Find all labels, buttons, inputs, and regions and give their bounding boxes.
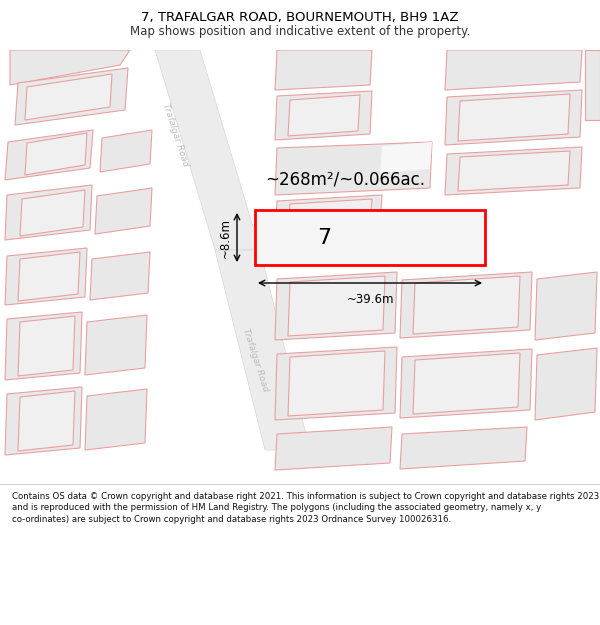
Polygon shape: [288, 199, 372, 228]
Polygon shape: [5, 387, 82, 455]
Text: ~268m²/~0.066ac.: ~268m²/~0.066ac.: [265, 171, 425, 189]
Text: 7, TRAFALGAR ROAD, BOURNEMOUTH, BH9 1AZ: 7, TRAFALGAR ROAD, BOURNEMOUTH, BH9 1AZ: [141, 11, 459, 24]
Polygon shape: [5, 185, 92, 240]
Polygon shape: [95, 188, 152, 234]
Polygon shape: [585, 50, 600, 120]
Polygon shape: [25, 133, 87, 175]
Polygon shape: [445, 90, 582, 145]
Polygon shape: [85, 315, 147, 375]
Polygon shape: [400, 272, 532, 338]
Polygon shape: [85, 389, 147, 450]
Polygon shape: [275, 91, 372, 140]
Text: ~8.6m: ~8.6m: [219, 217, 232, 258]
Polygon shape: [100, 130, 152, 172]
Text: Trafalgar Road: Trafalgar Road: [241, 328, 269, 392]
Polygon shape: [535, 348, 597, 420]
Polygon shape: [445, 147, 582, 195]
Polygon shape: [275, 347, 397, 420]
Bar: [255, 210, 485, 265]
Polygon shape: [18, 252, 80, 301]
Polygon shape: [215, 250, 310, 450]
Polygon shape: [5, 130, 93, 180]
Polygon shape: [275, 272, 397, 340]
Polygon shape: [380, 142, 432, 173]
Text: 7: 7: [317, 228, 331, 248]
Text: ~39.6m: ~39.6m: [346, 293, 394, 306]
Polygon shape: [90, 252, 150, 300]
Polygon shape: [5, 248, 87, 305]
Polygon shape: [275, 50, 372, 90]
Polygon shape: [288, 276, 385, 336]
Polygon shape: [20, 190, 85, 236]
Polygon shape: [458, 151, 570, 191]
Polygon shape: [10, 50, 130, 85]
Text: Map shows position and indicative extent of the property.: Map shows position and indicative extent…: [130, 24, 470, 38]
Polygon shape: [413, 276, 520, 334]
Polygon shape: [400, 349, 532, 418]
Polygon shape: [535, 272, 597, 340]
Polygon shape: [458, 94, 570, 141]
Polygon shape: [288, 351, 385, 416]
Polygon shape: [5, 312, 82, 380]
Polygon shape: [413, 353, 520, 414]
Polygon shape: [275, 427, 392, 470]
Polygon shape: [18, 316, 75, 376]
Polygon shape: [15, 68, 128, 125]
Polygon shape: [155, 50, 260, 250]
Polygon shape: [400, 427, 527, 469]
Polygon shape: [25, 74, 112, 120]
Polygon shape: [18, 391, 75, 451]
Polygon shape: [288, 95, 360, 136]
Text: Contains OS data © Crown copyright and database right 2021. This information is : Contains OS data © Crown copyright and d…: [12, 492, 599, 524]
Text: Trafalgar Road: Trafalgar Road: [161, 102, 190, 168]
Polygon shape: [275, 142, 432, 195]
Polygon shape: [275, 195, 382, 232]
Polygon shape: [445, 50, 582, 90]
